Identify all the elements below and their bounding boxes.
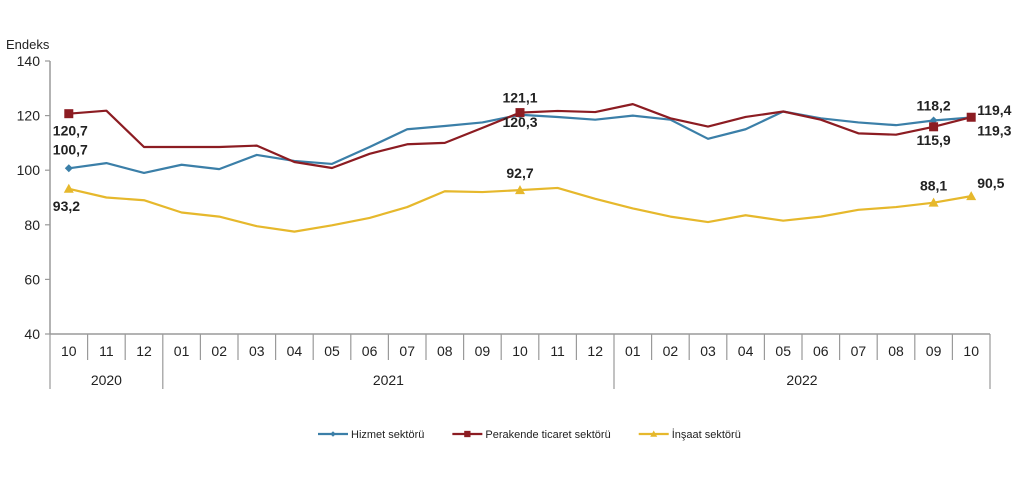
year-label: 2021 <box>373 372 404 388</box>
x-tick-label: 09 <box>926 343 942 359</box>
y-tick-label: 60 <box>24 271 40 287</box>
x-tick-label: 09 <box>475 343 491 359</box>
data-label: 115,9 <box>916 132 950 148</box>
legend-label: Perakende ticaret sektörü <box>485 429 610 441</box>
x-tick-label: 08 <box>888 343 904 359</box>
x-tick-label: 10 <box>963 343 979 359</box>
x-tick-label: 05 <box>775 343 791 359</box>
data-label: 119,3 <box>977 123 1011 139</box>
data-point-triangle <box>515 185 525 195</box>
y-axis-label: Endeks <box>6 37 50 52</box>
legend-label: Hizmet sektörü <box>351 429 424 441</box>
legend: Hizmet sektörü Perakende ticaret sektörü İ… <box>318 428 741 441</box>
y-tick-label: 140 <box>17 53 41 69</box>
x-tick-label: 12 <box>587 343 603 359</box>
data-point-square <box>515 108 525 118</box>
x-tick-label: 07 <box>399 343 415 359</box>
y-tick-label: 120 <box>17 108 41 124</box>
data-point-square <box>464 430 471 438</box>
x-tick-label: 11 <box>99 343 114 359</box>
x-tick-label: 05 <box>324 343 340 359</box>
data-label: 92,7 <box>506 165 533 181</box>
data-point-diamond <box>64 164 73 173</box>
data-label: 119,4 <box>977 102 1011 118</box>
data-point-triangle <box>928 197 939 207</box>
data-label: 90,5 <box>977 175 1004 191</box>
data-point-square <box>966 112 976 122</box>
x-tick-label: 04 <box>287 343 303 359</box>
x-tick-label: 08 <box>437 343 453 359</box>
x-tick-label: 02 <box>663 343 679 359</box>
y-tick-label: 40 <box>24 326 40 342</box>
data-label: 120,7 <box>53 123 88 139</box>
data-point-triangle <box>63 183 74 193</box>
data-point-square <box>64 109 74 119</box>
x-tick-label: 06 <box>813 343 829 359</box>
year-label: 2022 <box>786 372 817 388</box>
x-tick-label: 10 <box>61 343 77 359</box>
x-tick-label: 06 <box>362 343 378 359</box>
x-tick-label: 02 <box>211 343 227 359</box>
x-tick-label: 12 <box>136 343 152 359</box>
x-tick-label: 01 <box>174 343 190 359</box>
x-tick-label: 04 <box>738 343 754 359</box>
data-point-triangle <box>966 191 977 201</box>
data-label: 100,7 <box>53 141 88 157</box>
x-tick-label: 03 <box>249 343 265 359</box>
data-label: 120,3 <box>502 114 537 130</box>
data-point-triangle <box>650 430 658 437</box>
data-label: 118,2 <box>916 98 950 114</box>
x-tick-label: 01 <box>625 343 641 359</box>
data-label: 121,1 <box>502 90 537 106</box>
data-point-square <box>929 122 939 132</box>
y-tick-label: 100 <box>17 162 41 178</box>
series-line <box>68 186 972 233</box>
x-tick-label: 03 <box>700 343 716 359</box>
year-label: 2020 <box>91 372 122 388</box>
x-tick-label: 07 <box>851 343 867 359</box>
data-label: 88,1 <box>920 178 947 194</box>
data-point-diamond <box>330 431 336 437</box>
legend-label: İnşaat sektörü <box>672 428 741 441</box>
x-tick-label: 11 <box>550 343 565 359</box>
y-tick-label: 80 <box>24 217 40 233</box>
x-tick-label: 10 <box>512 343 528 359</box>
data-label: 93,2 <box>53 198 80 214</box>
